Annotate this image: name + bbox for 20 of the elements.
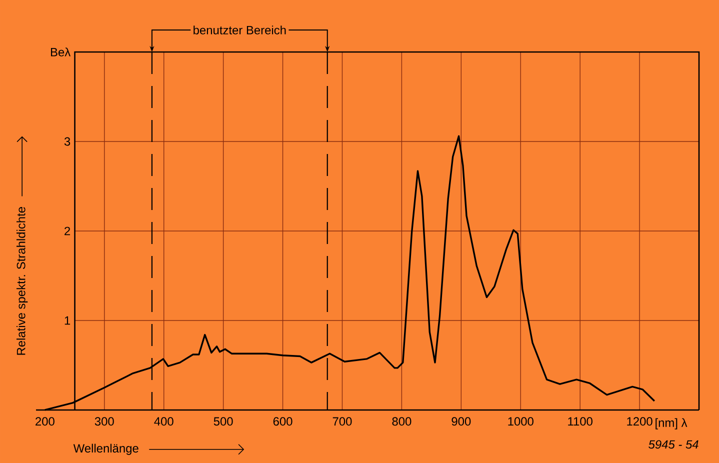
- x-tick-label: 400: [154, 417, 174, 426]
- y-axis-title: Relative spektr. Strahldichte: [16, 207, 28, 355]
- x-tick-label: 700: [332, 417, 352, 426]
- x-tick-label: 1200: [627, 417, 652, 426]
- x-tick-label: 300: [94, 417, 114, 426]
- x-tick-label: 900: [452, 417, 471, 426]
- y-tick-label: 3: [64, 137, 70, 146]
- y-tick-label: 1: [64, 316, 70, 325]
- x-tick-label: 500: [214, 417, 233, 426]
- text: benutzter Bereich: [194, 26, 286, 34]
- x-tick-label: 1000: [508, 417, 534, 426]
- x-tick-label: 800: [392, 417, 412, 426]
- x-axis-title: Wellenlänge: [73, 444, 138, 455]
- text: [nm] λ: [656, 418, 688, 430]
- y-tick-label: Beλ: [51, 48, 71, 56]
- y-tick-label: 2: [64, 226, 70, 236]
- text: 5945 - 54: [648, 440, 698, 449]
- x-tick-label: 200: [36, 417, 54, 426]
- x-tick-label: 1100: [568, 417, 592, 426]
- x-tick-label: 600: [273, 417, 292, 426]
